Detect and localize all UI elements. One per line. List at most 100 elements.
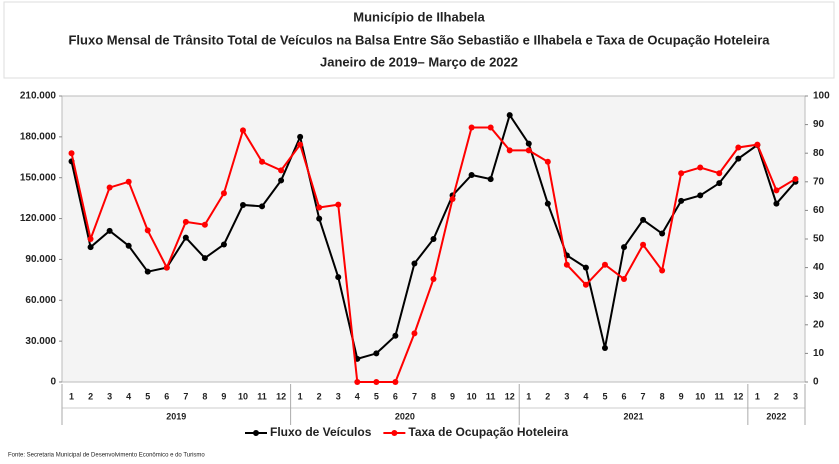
point xyxy=(544,158,551,165)
point xyxy=(335,201,342,208)
point xyxy=(525,147,532,154)
point xyxy=(468,171,475,178)
point xyxy=(697,192,704,199)
chart-subtitle: Fluxo Mensal de Trânsito Total de Veícul… xyxy=(68,32,770,47)
point xyxy=(220,190,227,197)
point xyxy=(735,155,742,162)
year-label: 2019 xyxy=(166,411,186,421)
point xyxy=(297,141,304,148)
point xyxy=(621,276,628,283)
point xyxy=(87,244,94,251)
point xyxy=(68,150,75,157)
point xyxy=(487,176,494,183)
point xyxy=(182,234,189,241)
y2-tick-label: 80 xyxy=(813,148,825,159)
x-tick-label: 8 xyxy=(202,391,207,401)
point xyxy=(640,216,647,223)
y2-tick-label: 40 xyxy=(813,262,825,273)
point xyxy=(182,218,189,225)
point xyxy=(659,267,666,274)
x-tick-label: 2 xyxy=(774,391,779,401)
point xyxy=(392,379,399,385)
x-tick-label: 4 xyxy=(126,391,131,401)
x-tick-label: 5 xyxy=(374,391,379,401)
x-tick-label: 10 xyxy=(467,391,477,401)
year-label: 2020 xyxy=(395,411,415,421)
point xyxy=(525,140,532,147)
point xyxy=(716,170,723,177)
x-tick-label: 1 xyxy=(298,391,303,401)
x-tick-label: 6 xyxy=(393,391,398,401)
y-tick-label: 180.000 xyxy=(20,131,57,142)
point xyxy=(678,197,685,204)
y2-tick-label: 10 xyxy=(813,348,825,359)
y2-tick-label: 70 xyxy=(813,176,825,187)
chart-subtitle: Janeiro de 2019– Março de 2022 xyxy=(320,54,518,69)
point xyxy=(163,264,170,271)
y-tick-label: 150.000 xyxy=(20,172,57,183)
y2-tick-label: 60 xyxy=(813,205,825,216)
x-tick-label: 2 xyxy=(545,391,550,401)
point xyxy=(278,177,285,184)
point xyxy=(335,274,342,281)
point xyxy=(716,180,723,187)
point xyxy=(582,281,589,288)
point xyxy=(735,144,742,151)
point xyxy=(239,201,246,208)
point xyxy=(144,227,151,234)
point xyxy=(411,260,418,267)
year-label: 2022 xyxy=(766,411,786,421)
point xyxy=(773,187,780,194)
point xyxy=(259,203,266,210)
y2-tick-label: 90 xyxy=(813,119,825,130)
point xyxy=(601,344,608,351)
point xyxy=(201,221,208,228)
x-tick-label: 6 xyxy=(622,391,627,401)
point xyxy=(754,141,761,148)
x-tick-label: 10 xyxy=(238,391,248,401)
x-tick-label: 3 xyxy=(336,391,341,401)
x-tick-label: 12 xyxy=(733,391,743,401)
x-tick-label: 4 xyxy=(583,391,588,401)
point xyxy=(792,175,799,182)
y2-tick-label: 100 xyxy=(813,91,830,102)
x-tick-label: 8 xyxy=(660,391,665,401)
point xyxy=(506,147,513,154)
point xyxy=(106,184,113,191)
point xyxy=(449,195,456,202)
point xyxy=(621,244,628,251)
point xyxy=(392,332,399,339)
y2-tick-label: 30 xyxy=(813,291,825,302)
point xyxy=(430,276,437,283)
x-tick-label: 7 xyxy=(183,391,188,401)
point xyxy=(87,236,94,242)
title-box xyxy=(3,1,835,79)
point xyxy=(601,261,608,268)
x-tick-label: 4 xyxy=(355,391,360,401)
point xyxy=(373,350,380,357)
point xyxy=(640,241,647,248)
legend-marker xyxy=(391,430,398,436)
x-tick-label: 12 xyxy=(505,391,515,401)
y-tick-label: 0 xyxy=(50,377,56,388)
point xyxy=(659,230,666,237)
y-tick-label: 210.000 xyxy=(20,91,57,102)
x-tick-label: 11 xyxy=(257,391,267,401)
y2-tick-label: 50 xyxy=(813,234,825,245)
y-tick-label: 120.000 xyxy=(20,213,57,224)
point xyxy=(316,204,323,211)
x-tick-label: 3 xyxy=(793,391,798,401)
x-tick-label: 1 xyxy=(526,391,531,401)
y-tick-label: 90.000 xyxy=(25,254,56,265)
point xyxy=(259,158,266,165)
x-tick-label: 2 xyxy=(88,391,93,401)
legend-label: Taxa de Ocupação Hoteleira xyxy=(408,425,568,439)
y-tick-label: 60.000 xyxy=(25,295,56,306)
x-tick-label: 11 xyxy=(715,391,725,401)
x-tick-label: 10 xyxy=(695,391,705,401)
point xyxy=(468,124,475,131)
x-tick-label: 6 xyxy=(164,391,169,401)
x-tick-label: 9 xyxy=(450,391,455,401)
point xyxy=(544,200,551,207)
